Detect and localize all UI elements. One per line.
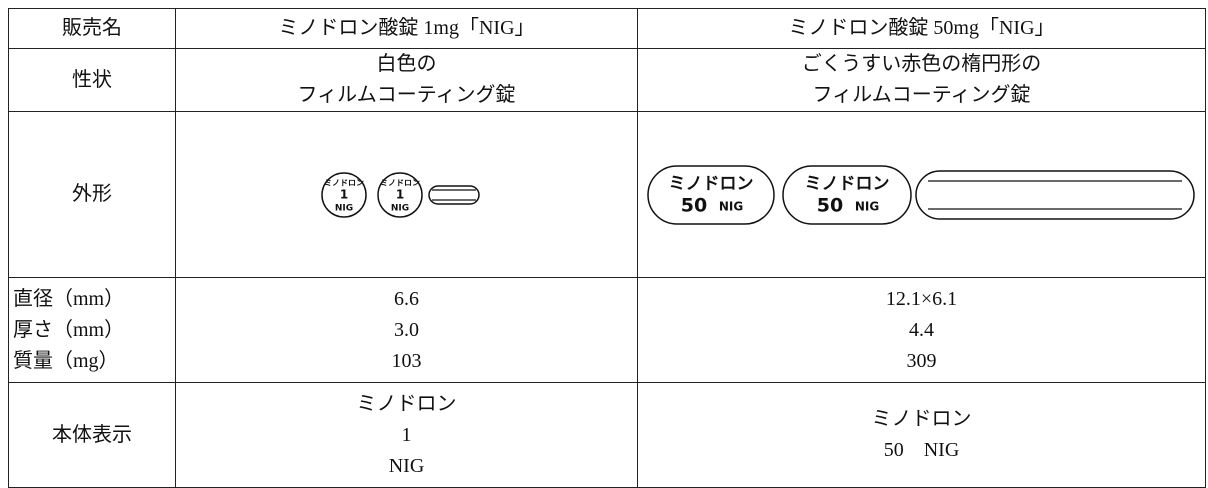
cell-line: フィルムコーティング錠 (297, 84, 516, 106)
row: 外形 ミノドロン 1 NIG ミノドロン 1 NIG ミノドロン 50 NI (8, 111, 1206, 278)
tablet-marking: 1 (340, 187, 348, 201)
tablet-marking: NIG (391, 203, 409, 213)
tablet-marking: 50 (681, 194, 707, 216)
row-label: 直径（mm） 厚さ（mm） 質量（mg） (8, 277, 176, 383)
row: 直径（mm） 厚さ（mm） 質量（mg） 6.6 3.0 103 12.1×6.… (8, 277, 1206, 383)
row: 性状 白色の フィルムコーティング錠 ごくうすい赤色の楕円形の フィルムコーティ… (8, 48, 1206, 112)
header-row: 販売名 ミノドロン酸錠 1mg「NIG」 ミノドロン酸錠 50mg「NIG」 (8, 8, 1206, 49)
cell: 12.1×6.1 4.4 309 (637, 277, 1206, 383)
tablet-marking: 50 (817, 194, 843, 216)
tablet-marking: ミノドロン (669, 174, 754, 194)
tablet-face (321, 171, 367, 218)
tablet-face (647, 164, 775, 225)
tablet-marking: 1 (396, 187, 404, 201)
tablet-marking: NIG (335, 203, 353, 213)
row-label: 性状 (8, 48, 176, 112)
label-line: 直径（mm） (13, 287, 125, 310)
tablet-drawing: ミノドロン 1 NIG ミノドロン 1 NIG (321, 171, 480, 218)
tablet-drawing: ミノドロン 50 NIG ミノドロン 50 NIG (647, 164, 1195, 225)
cell: 白色の フィルムコーティング錠 (175, 48, 638, 112)
cell-line: フィルムコーティング錠 (812, 84, 1031, 106)
tablet-marking: NIG (855, 199, 879, 213)
tablet-marking: ミノドロン (805, 174, 890, 194)
cell-line: 4.4 (909, 318, 934, 341)
cell: ミノドロン 1 NIG (175, 382, 638, 488)
cell: 6.6 3.0 103 (175, 277, 638, 383)
tablet-side (428, 184, 480, 205)
cell-line: 50 NIG (883, 439, 960, 461)
tablet-side (915, 169, 1195, 220)
cell: ミノドロン 50 NIG (637, 382, 1206, 488)
cell-line: 309 (906, 349, 937, 372)
tablet-face (377, 171, 423, 218)
cell-line: 白色の (376, 53, 437, 75)
cell-line: 6.6 (394, 287, 419, 310)
spec-table: 販売名 ミノドロン酸錠 1mg「NIG」 ミノドロン酸錠 50mg「NIG」 性… (8, 8, 1206, 488)
header-cell: ミノドロン酸錠 1mg「NIG」 (175, 8, 638, 49)
tablet-marking: ミノドロン (380, 178, 420, 187)
cell-line: ごくうすい赤色の楕円形の (801, 53, 1042, 75)
cell-line: 103 (391, 349, 422, 372)
cell-line: ミノドロン (871, 408, 972, 430)
tablet-marking: NIG (719, 199, 743, 213)
label-line: 質量（mg） (13, 349, 119, 372)
cell-line: 3.0 (394, 318, 419, 341)
header-cell: ミノドロン酸錠 50mg「NIG」 (637, 8, 1206, 49)
row: 本体表示 ミノドロン 1 NIG ミノドロン 50 NIG (8, 382, 1206, 488)
cell: ごくうすい赤色の楕円形の フィルムコーティング錠 (637, 48, 1206, 112)
cell: ミノドロン 1 NIG ミノドロン 1 NIG (175, 111, 638, 278)
tablet-face (782, 164, 912, 225)
cell-line: NIG (388, 454, 425, 477)
cell-line: 12.1×6.1 (885, 287, 958, 310)
row-label: 外形 (8, 111, 176, 278)
label-line: 厚さ（mm） (13, 318, 125, 341)
header-cell: 販売名 (8, 8, 176, 49)
tablet-marking: ミノドロン (324, 178, 364, 187)
cell-line: ミノドロン (356, 392, 457, 415)
row-label: 本体表示 (8, 382, 176, 488)
cell: ミノドロン 50 NIG ミノドロン 50 NIG (637, 111, 1206, 278)
cell-line: 1 (401, 423, 412, 446)
